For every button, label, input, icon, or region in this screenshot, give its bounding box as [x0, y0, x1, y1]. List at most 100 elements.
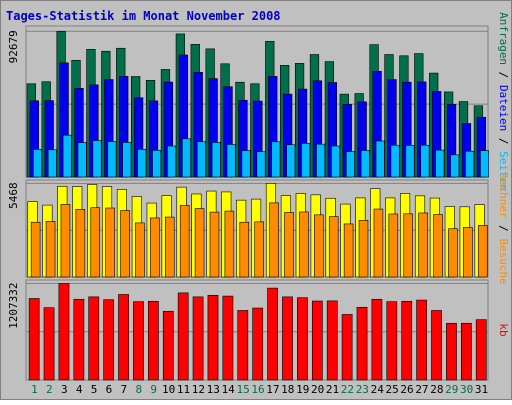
bar-rechner-day-18 [284, 212, 294, 278]
bar-kb-day-19 [297, 297, 308, 381]
bar-rechner-day-15 [239, 221, 250, 278]
bar-kb-day-24 [371, 298, 383, 381]
chart-title: Tages-Statistik im Monat November 2008 [6, 9, 281, 23]
bar-kb-day-27 [416, 299, 428, 381]
legend-hits-part-2: Dateien [497, 85, 510, 131]
bar-seiten-day-28 [435, 149, 445, 178]
bar-kb-day-15 [237, 310, 249, 381]
panel-visits-legend: Rechner / Besuche [497, 172, 510, 285]
bar-kb-day-14 [222, 295, 234, 381]
bar-rechner-day-25 [388, 213, 399, 278]
x-tick-day-15: 15 [236, 383, 249, 396]
bar-seiten-day-9 [152, 149, 162, 178]
panel-volume: 1207332 kb [7, 279, 510, 381]
bar-seiten-day-5 [92, 140, 102, 178]
bar-seiten-day-17 [271, 141, 281, 178]
bar-seiten-day-31 [480, 150, 490, 178]
x-tick-day-12: 12 [192, 383, 205, 396]
bar-seiten-day-27 [420, 144, 430, 178]
bar-kb-day-26 [401, 300, 413, 381]
x-tick-day-11: 11 [177, 383, 190, 396]
bar-kb-day-5 [88, 296, 100, 381]
bar-seiten-day-6 [107, 141, 117, 178]
bar-kb-day-1 [28, 298, 40, 381]
panel-volume-ymax-label: 1207332 [7, 283, 20, 329]
legend-visits-part-1: / [497, 219, 510, 239]
bar-rechner-day-29 [448, 228, 458, 278]
bar-kb-day-25 [386, 301, 398, 381]
x-tick-day-21: 21 [326, 383, 339, 396]
bar-seiten-day-8 [137, 149, 147, 178]
bar-seiten-day-13 [211, 142, 221, 178]
x-tick-day-1: 1 [31, 383, 38, 396]
bar-kb-day-3 [58, 283, 70, 381]
panel-hits-ymax-label: 92679 [7, 30, 20, 63]
legend-hits-part-1: / [497, 65, 510, 85]
bar-rechner-day-24 [373, 208, 384, 278]
x-tick-day-6: 6 [106, 383, 113, 396]
bar-seiten-day-30 [465, 150, 475, 178]
bar-kb-day-18 [282, 296, 293, 381]
bar-rechner-day-28 [433, 214, 443, 278]
panel-hits: 92679 Anfragen / Dateien / Seiten [7, 12, 510, 191]
bar-rechner-day-14 [224, 210, 235, 278]
legend-hits-part-0: Anfragen [497, 12, 510, 65]
bar-seiten-day-19 [301, 143, 311, 178]
x-tick-day-10: 10 [162, 383, 175, 396]
bar-rechner-day-10 [165, 216, 175, 278]
x-tick-day-29: 29 [445, 383, 458, 396]
bar-rechner-day-27 [418, 212, 428, 278]
bar-rechner-day-13 [209, 211, 220, 278]
series-kb [28, 283, 487, 381]
x-tick-day-28: 28 [430, 383, 443, 396]
bar-rechner-day-30 [463, 227, 473, 278]
legend-visits-part-2: Besuche [497, 238, 510, 284]
x-tick-day-25: 25 [386, 383, 399, 396]
bar-seiten-day-22 [345, 151, 355, 178]
bar-seiten-day-3 [62, 134, 72, 178]
legend-hits-part-4: Seiten [497, 151, 510, 191]
bar-seiten-day-29 [450, 154, 460, 178]
bar-seiten-day-1 [32, 149, 42, 178]
bar-rechner-day-31 [477, 225, 488, 278]
x-tick-day-23: 23 [356, 383, 369, 396]
bar-seiten-day-2 [47, 149, 57, 178]
x-tick-day-5: 5 [91, 383, 98, 396]
x-tick-day-26: 26 [400, 383, 413, 396]
bar-rechner-day-22 [343, 223, 354, 278]
bar-rechner-day-23 [358, 220, 369, 278]
bar-kb-day-20 [311, 300, 323, 381]
bar-rechner-day-1 [30, 221, 41, 278]
series-dateien [29, 54, 487, 178]
bar-seiten-day-11 [181, 138, 191, 178]
bar-seiten-day-20 [316, 143, 326, 178]
x-tick-day-16: 16 [251, 383, 264, 396]
legend-hits-part-3: / [497, 131, 510, 151]
x-tick-day-24: 24 [371, 383, 385, 396]
legend-volume-part-0: kb [497, 323, 510, 336]
bar-seiten-day-4 [77, 142, 87, 178]
x-tick-day-18: 18 [281, 383, 294, 396]
bar-rechner-day-20 [314, 214, 324, 278]
bar-kb-day-9 [148, 300, 159, 381]
x-tick-day-2: 2 [46, 383, 53, 396]
bar-kb-day-7 [118, 294, 129, 381]
bar-seiten-day-23 [360, 150, 370, 178]
x-tick-day-7: 7 [121, 383, 128, 396]
bar-rechner-day-11 [179, 205, 190, 278]
bar-rechner-day-17 [269, 202, 279, 278]
bar-kb-day-4 [73, 298, 85, 381]
bar-rechner-day-3 [60, 204, 71, 278]
bar-rechner-day-2 [45, 221, 56, 278]
bar-kb-day-30 [460, 322, 472, 381]
legend-visits-part-0: Rechner [497, 172, 510, 219]
bar-kb-day-11 [177, 292, 189, 381]
bar-kb-day-8 [133, 301, 144, 381]
bar-seiten-day-16 [256, 151, 266, 178]
bar-kb-day-21 [326, 300, 338, 381]
x-tick-day-20: 20 [311, 383, 324, 396]
bar-seiten-day-25 [390, 144, 400, 178]
panel-visits-ymax-label: 5468 [7, 182, 20, 209]
